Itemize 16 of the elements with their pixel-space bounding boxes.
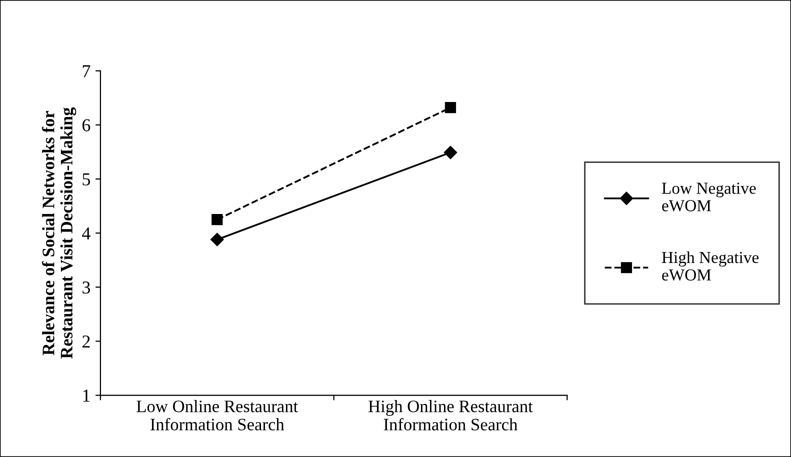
y-tick-label: 3 xyxy=(82,281,90,294)
y-tick-label: 5 xyxy=(82,173,90,186)
y-tick-label: 1 xyxy=(83,390,90,402)
point xyxy=(444,102,456,114)
point xyxy=(210,232,224,246)
y-tick-label: 2 xyxy=(82,336,90,348)
legend-label: High Negative eWOM xyxy=(662,251,759,281)
x-tick-label: High Online Restaurant Information Search xyxy=(368,400,533,430)
point xyxy=(212,214,223,226)
point xyxy=(444,146,458,160)
legend-label: Low Negative eWOM xyxy=(662,182,756,212)
y-tick-label: 4 xyxy=(82,227,90,240)
x-tick-label: Low Online Restaurant Information Search xyxy=(136,400,298,430)
y-axis-title: Relevance of Social Networks for Restaurant Visit Decision-Making xyxy=(42,107,76,359)
y-tick-label: 7 xyxy=(82,65,90,78)
y-tick-label: 6 xyxy=(82,119,90,132)
